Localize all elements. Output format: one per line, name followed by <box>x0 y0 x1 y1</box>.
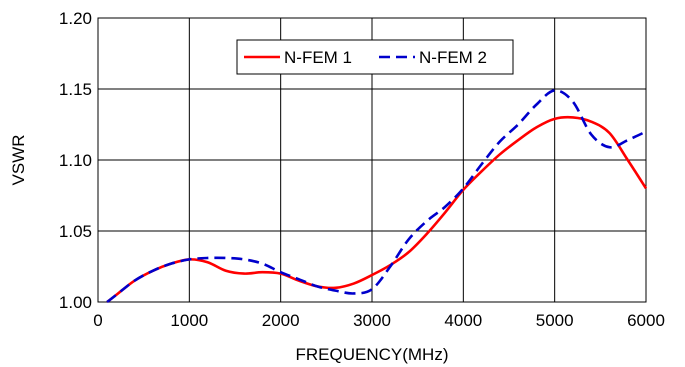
legend: N-FEM 1 N-FEM 2 <box>236 39 514 75</box>
x-tick-label: 6000 <box>627 311 665 330</box>
y-tick-label: 1.10 <box>59 151 92 170</box>
series-line-2 <box>106 89 647 304</box>
legend-label-n-fem-1: N-FEM 1 <box>284 48 352 67</box>
y-tick-label: 1.05 <box>59 222 92 241</box>
x-tick-label: 4000 <box>444 311 482 330</box>
x-tick-label: 5000 <box>536 311 574 330</box>
series-line-1 <box>106 115 648 304</box>
legend-box <box>236 39 514 75</box>
legend-label-n-fem-2: N-FEM 2 <box>419 48 487 67</box>
x-axis-title: FREQUENCY(MHz) <box>296 345 449 364</box>
y-tick-label: 1.20 <box>59 9 92 28</box>
y-axis-title: VSWR <box>9 135 28 186</box>
x-tick-label: 0 <box>93 311 102 330</box>
y-tick-label: 1.15 <box>59 80 92 99</box>
plot-area-frame <box>97 17 647 303</box>
y-tick-label: 1.00 <box>59 293 92 312</box>
data-series <box>106 89 648 304</box>
x-tick-label: 3000 <box>353 311 391 330</box>
x-tick-label: 2000 <box>262 311 300 330</box>
y-axis-tick-labels: 1.00 1.05 1.10 1.15 1.20 <box>59 9 92 312</box>
x-axis-tick-labels: 0 1000 2000 3000 4000 5000 6000 <box>93 311 665 330</box>
x-tick-label: 1000 <box>170 311 208 330</box>
